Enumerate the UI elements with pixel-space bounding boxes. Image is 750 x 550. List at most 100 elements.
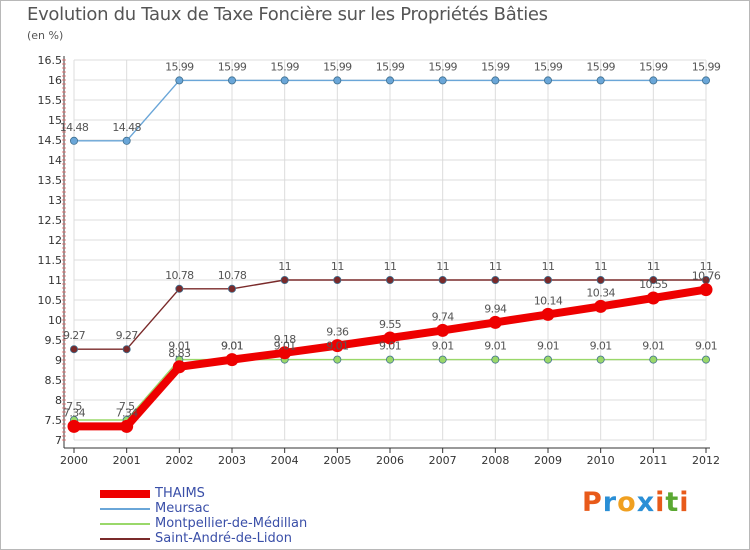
x-tick-label: 2001 [113, 454, 141, 467]
data-label: 7.5 [119, 400, 135, 413]
data-point [544, 76, 553, 85]
legend-item: Montpellier-de-Médillan [100, 516, 307, 531]
data-point [649, 76, 658, 85]
data-label: 9.01 [274, 340, 296, 353]
y-tick-label: 8 [55, 394, 62, 407]
data-label: 10.78 [165, 269, 194, 282]
data-point [544, 355, 553, 364]
data-label: 9.01 [326, 340, 348, 353]
data-label: 9.01 [432, 340, 454, 353]
legend-item: THAIMS [100, 486, 307, 501]
data-point [702, 76, 711, 85]
logo-letter: x [636, 487, 656, 518]
data-label: 15.99 [218, 60, 247, 73]
data-label: 15.99 [270, 60, 299, 73]
data-point [699, 283, 713, 297]
legend-label: Meursac [155, 501, 210, 516]
data-label: 9.01 [221, 340, 243, 353]
y-tick-label: 13.5 [38, 174, 63, 187]
data-point [385, 76, 394, 85]
data-point [172, 360, 186, 374]
legend-item: Saint-André-de-Lidon [100, 531, 307, 546]
logo-letter: i [655, 487, 666, 518]
data-label: 9.01 [379, 340, 401, 353]
data-label: 7.34 [63, 406, 86, 419]
legend-swatch [100, 507, 150, 510]
data-label: 10.55 [639, 278, 668, 291]
data-label: 9.94 [484, 302, 507, 315]
y-tick-label: 15.5 [38, 94, 63, 107]
x-tick-label: 2010 [587, 454, 615, 467]
y-tick-label: 10 [48, 314, 62, 327]
data-label: 9.01 [590, 340, 612, 353]
data-point [491, 355, 500, 364]
y-tick-label: 7 [55, 434, 62, 447]
data-label: 14.48 [60, 121, 89, 134]
data-label: 9.74 [432, 310, 455, 323]
data-point [491, 275, 500, 284]
data-point [225, 353, 239, 367]
logo-letter: i [679, 487, 690, 518]
data-label: 9.55 [379, 318, 402, 331]
x-tick-label: 2008 [481, 454, 509, 467]
y-tick-label: 11 [48, 274, 62, 287]
x-tick-label: 2003 [218, 454, 246, 467]
data-point [385, 355, 394, 364]
data-label: 11 [384, 260, 397, 273]
data-label: 15.99 [639, 60, 668, 73]
data-point [278, 346, 292, 360]
legend-label: THAIMS [155, 486, 205, 501]
data-label: 15.99 [692, 60, 721, 73]
logo-letter: P [582, 487, 603, 518]
x-tick-label: 2011 [639, 454, 667, 467]
data-label: 9.36 [326, 326, 349, 339]
legend-item: Meursac [100, 501, 307, 516]
data-label: 10.34 [586, 286, 615, 299]
data-point [333, 275, 342, 284]
x-tick-label: 2002 [165, 454, 193, 467]
data-label: 15.99 [323, 60, 352, 73]
data-point [120, 419, 134, 433]
data-label: 15.99 [376, 60, 405, 73]
data-label: 11 [489, 260, 502, 273]
y-tick-label: 14 [48, 154, 62, 167]
x-tick-label: 2005 [323, 454, 351, 467]
data-point [541, 307, 555, 321]
y-tick-label: 14.5 [38, 134, 63, 147]
chart-title: Evolution du Taux de Taxe Foncière sur l… [27, 4, 548, 25]
data-point [594, 299, 608, 313]
data-label: 9.01 [484, 340, 506, 353]
data-point [385, 275, 394, 284]
data-label: 7.5 [66, 400, 82, 413]
data-label: 15.99 [428, 60, 457, 73]
data-label: 15.99 [534, 60, 563, 73]
data-point [488, 315, 502, 329]
x-tick-label: 2004 [271, 454, 299, 467]
data-label: 11 [278, 260, 291, 273]
y-tick-label: 15 [48, 114, 62, 127]
legend-swatch [100, 537, 150, 540]
data-point [436, 323, 450, 337]
logo-letter: r [602, 487, 618, 518]
data-label: 8.83 [168, 347, 191, 360]
data-point [383, 331, 397, 345]
legend-label: Montpellier-de-Médillan [155, 516, 308, 531]
data-point [596, 76, 605, 85]
chart-legend: THAIMS Meursac Montpellier-de-Médillan Sain… [100, 486, 307, 546]
data-label: 9.01 [168, 340, 190, 353]
legend-swatch [100, 522, 150, 525]
data-label: 11 [436, 260, 449, 273]
data-point [70, 136, 79, 145]
data-label: 9.27 [63, 329, 86, 342]
data-point [544, 275, 553, 284]
data-point [227, 76, 236, 85]
data-label: 9.01 [695, 340, 717, 353]
data-label: 9.01 [642, 340, 664, 353]
data-label: 11 [331, 260, 344, 273]
legend-swatch [100, 489, 150, 498]
data-point [333, 76, 342, 85]
x-tick-label: 2007 [429, 454, 457, 467]
data-label: 11 [700, 260, 713, 273]
data-label: 15.99 [165, 60, 194, 73]
